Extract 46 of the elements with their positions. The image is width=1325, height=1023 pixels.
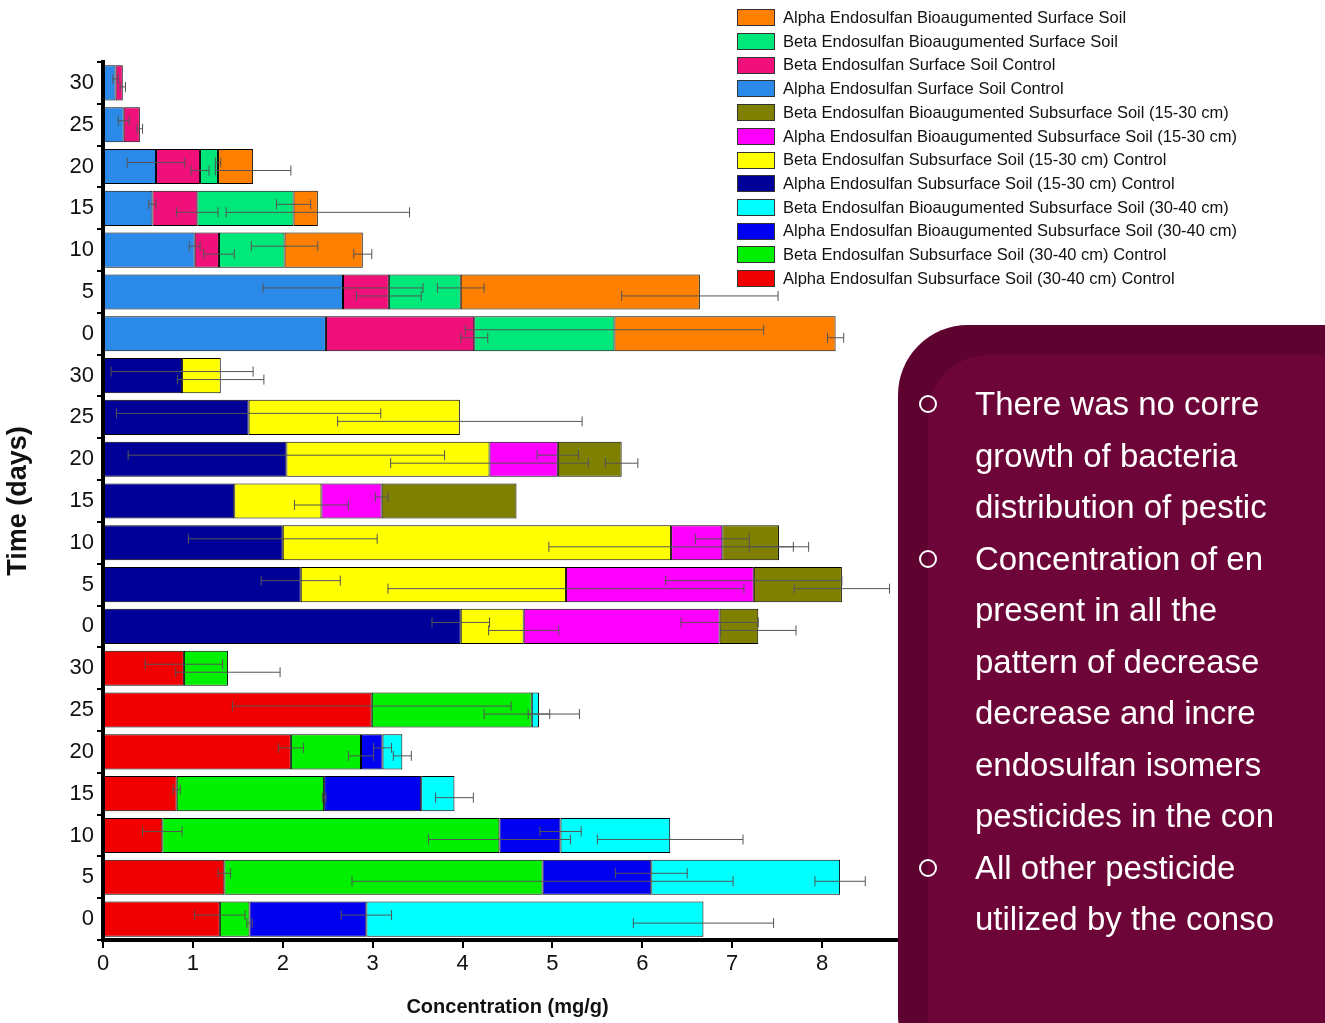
y-tick-label: 15 bbox=[69, 194, 94, 220]
y-tick-label: 10 bbox=[69, 821, 94, 847]
x-axis-title: Concentration (mg/g) bbox=[406, 994, 609, 1017]
x-tick-label: 7 bbox=[726, 950, 739, 976]
y-tick-label: 25 bbox=[69, 696, 94, 722]
y-tick-label: 0 bbox=[81, 319, 94, 345]
legend-label: Alpha Endosulfan Surface Soil Control bbox=[783, 78, 1064, 100]
y-tick-label: 5 bbox=[81, 278, 94, 304]
legend-label: Beta Endosulfan Subsurface Soil (15-30 cm) Control bbox=[783, 149, 1167, 171]
y-tick-label: 30 bbox=[69, 654, 94, 680]
legend-label: Beta Endosulfan Bioaugumented Surface Soil bbox=[783, 30, 1118, 52]
x-tick-label: 3 bbox=[366, 950, 379, 976]
y-tick-label: 30 bbox=[69, 361, 94, 387]
y-tick-label: 25 bbox=[69, 110, 94, 136]
y-tick-label: 30 bbox=[69, 68, 94, 94]
legend-label: Beta Endosulfan Bioaugumented Subsurface Soil (30-40 cm) bbox=[783, 196, 1229, 218]
x-tick-label: 4 bbox=[456, 950, 469, 976]
y-tick-label: 5 bbox=[81, 863, 94, 889]
legend-label: Beta Endosulfan Bioaugumented Subsurface Soil (15-30 cm) bbox=[783, 101, 1229, 123]
y-tick-label: 10 bbox=[69, 236, 94, 262]
legend-label: Alpha Endosulfan Subsurface Soil (30-40 cm) Control bbox=[783, 267, 1175, 289]
legend-label: Alpha Endosulfan Bioaugumented Subsurface Soil (15-30 cm) bbox=[783, 125, 1238, 147]
text: Concentration of en present in all the pattern of decrease decrease and incre endosulfan isomers pesticides in the con bbox=[975, 538, 1275, 836]
y-tick-label: 25 bbox=[69, 403, 94, 429]
text: All other pesticide utilized by the conso bbox=[975, 847, 1275, 939]
y-tick-label: 20 bbox=[69, 152, 94, 178]
x-tick-label: 2 bbox=[276, 950, 289, 976]
legend-label: Alpha Endosulfan Bioaugumented Surface Soil bbox=[783, 7, 1127, 28]
legend-label: Alpha Endosulfan Subsurface Soil (15-30 cm) Control bbox=[783, 172, 1175, 194]
y-tick-label: 0 bbox=[81, 905, 94, 931]
text: There was no corre growth of bacteria distribution of pestic bbox=[975, 384, 1268, 527]
y-tick-label: 20 bbox=[69, 445, 94, 471]
x-tick-label: 1 bbox=[186, 950, 200, 976]
x-tick-label: 8 bbox=[815, 950, 829, 976]
y-tick-label: 0 bbox=[81, 612, 94, 638]
y-tick-label: 5 bbox=[81, 570, 94, 596]
x-tick-label: 5 bbox=[546, 950, 559, 976]
legend-label: Alpha Endosulfan Bioaugumented Subsurface Soil (30-40 cm) bbox=[783, 220, 1238, 242]
y-tick-label: 15 bbox=[69, 487, 94, 513]
y-axis-title: Time (days) bbox=[1, 426, 32, 576]
y-tick-label: 15 bbox=[69, 779, 94, 805]
x-tick-label: 6 bbox=[636, 950, 649, 976]
legend-label: Beta Endosulfan Surface Soil Control bbox=[783, 54, 1056, 76]
legend-label: Beta Endosulfan Subsurface Soil (30-40 cm) Control bbox=[783, 244, 1167, 266]
y-tick-label: 20 bbox=[69, 737, 94, 763]
y-tick-label: 10 bbox=[69, 528, 94, 554]
